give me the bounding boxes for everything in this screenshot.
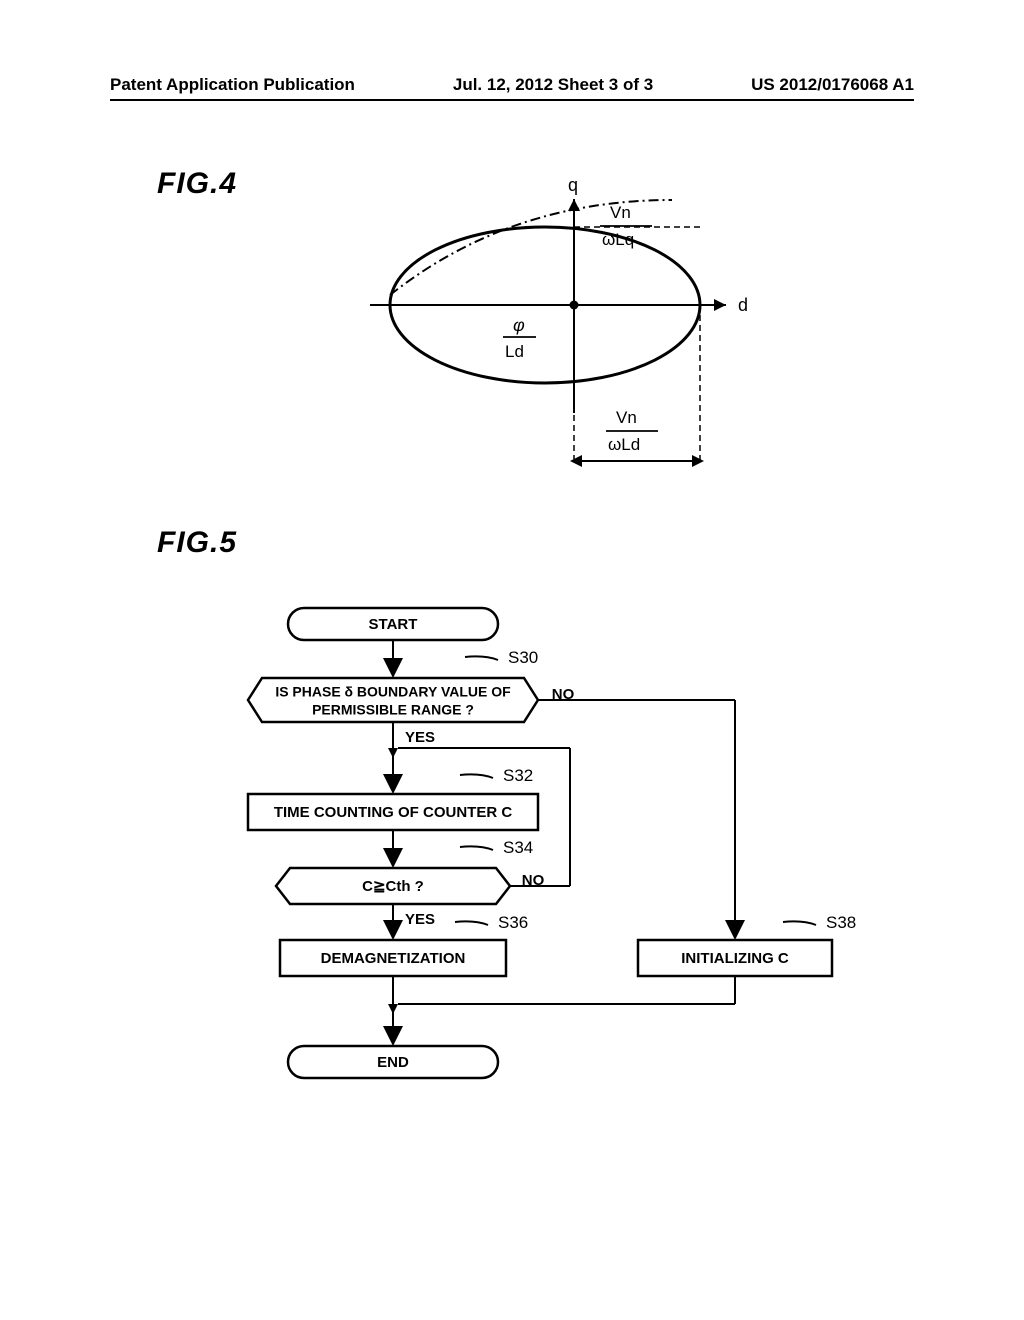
header-left: Patent Application Publication	[110, 75, 355, 95]
end-text: END	[377, 1054, 409, 1071]
s30-label: S30	[508, 648, 538, 667]
header-center: Jul. 12, 2012 Sheet 3 of 3	[453, 75, 653, 95]
d-axis-label: d	[738, 295, 748, 315]
s30-yes: YES	[405, 729, 435, 746]
vn-top: Vn	[610, 203, 631, 222]
s32-label: S32	[503, 766, 533, 785]
start-text: START	[369, 616, 418, 633]
s36-text: DEMAGNETIZATION	[321, 950, 466, 967]
vn-bot: Vn	[616, 408, 637, 427]
ld-label: Ld	[505, 342, 524, 361]
header-rule	[110, 99, 914, 101]
fig5-flowchart: START S30 IS PHASE δ BOUNDARY VALUE OF P…	[230, 600, 840, 1120]
fig5-title: FIG.5	[157, 526, 237, 560]
wld: ωLd	[608, 435, 640, 454]
fig4-title: FIG.4	[157, 167, 237, 201]
s34-text: C≧Cth ?	[362, 878, 424, 895]
s32-text: TIME COUNTING OF COUNTER C	[274, 804, 512, 821]
q-axis-label: q	[568, 175, 578, 195]
page-header: Patent Application Publication Jul. 12, …	[0, 75, 1024, 95]
s34-label: S34	[503, 838, 533, 857]
s30-text1: IS PHASE δ BOUNDARY VALUE OF	[275, 684, 511, 700]
s38-text: INITIALIZING C	[681, 950, 789, 967]
s30-text2: PERMISSIBLE RANGE ?	[312, 702, 474, 718]
header-right: US 2012/0176068 A1	[751, 75, 914, 95]
s34-yes: YES	[405, 911, 435, 928]
s38-label: S38	[826, 913, 856, 932]
s36-label: S36	[498, 913, 528, 932]
phi: φ	[513, 315, 525, 335]
fig4-diagram: d q Vn ωLq φ Ld Vn ωLd	[320, 165, 780, 485]
wlq: ωLq	[602, 230, 634, 249]
